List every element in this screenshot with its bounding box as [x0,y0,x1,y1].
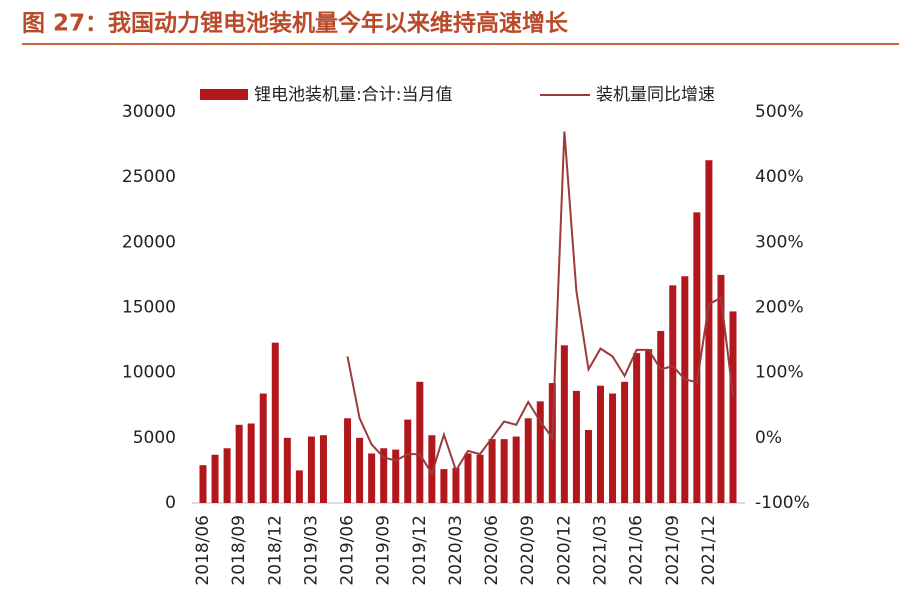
bar [368,453,376,503]
bar [428,435,436,503]
y-tick-label: 20000 [122,232,176,252]
x-tick-label: 2019/12 [410,515,430,586]
bar [657,330,665,503]
x-tick-label: 2019/06 [338,515,358,586]
bar [560,345,568,503]
x-tick-label: 2021/09 [663,515,683,586]
bar [512,436,520,503]
bar [681,276,689,503]
bar [609,393,617,503]
bar [283,437,291,503]
x-tick-label: 2020/09 [518,515,538,586]
bar [295,470,303,503]
bar [211,454,219,503]
bar [356,437,364,503]
x-tick-label: 2019/09 [374,515,394,586]
y-tick-label: 5000 [133,428,176,448]
bar [548,383,556,503]
bar [247,423,255,503]
x-tick-label: 2018/06 [193,515,213,586]
bar [271,342,279,503]
bar [705,160,713,503]
bar [693,212,701,503]
bar [392,449,400,503]
bar [223,448,231,503]
bar [645,349,653,503]
y-tick-label: 10000 [122,363,176,383]
bar [464,453,472,503]
bar [633,353,641,503]
bar [621,381,629,503]
bar [452,467,460,503]
bar [536,401,544,503]
x-tick-label: 2020/12 [554,515,574,586]
bar [488,439,496,503]
y2-tick-label: 0% [755,428,782,448]
bar [500,439,508,503]
y2-tick-label: 400% [755,167,804,187]
x-tick-label: 2021/03 [591,515,611,586]
bar [440,469,448,503]
bar [524,418,532,503]
x-tick-label: 2021/12 [699,515,719,586]
y2-tick-label: -100% [755,493,810,513]
bar [416,381,424,503]
y2-tick-label: 100% [755,363,804,383]
legend-label: 装机量同比增速 [596,85,715,105]
y2-tick-label: 300% [755,232,804,252]
x-tick-label: 2020/03 [446,515,466,586]
x-tick-label: 2018/12 [265,515,285,586]
bar [235,424,243,503]
x-tick-label: 2019/03 [301,515,321,586]
x-tick-label: 2018/09 [229,515,249,586]
bar [404,419,412,503]
bar [259,393,267,503]
x-tick-label: 2020/06 [482,515,502,586]
bar [344,418,352,503]
y-tick-label: 30000 [122,102,176,122]
y2-tick-label: 500% [755,102,804,122]
bar [584,430,592,503]
bar [717,274,725,503]
bar [476,454,484,503]
bar [729,311,737,503]
legend-label: 锂电池装机量:合计:当月值 [254,85,452,105]
bar [199,465,207,503]
chart-title: 图 27：我国动力锂电池装机量今年以来维持高速增长 [22,10,569,37]
x-tick-label: 2021/06 [627,515,647,586]
line [346,131,734,477]
y-tick-label: 25000 [122,167,176,187]
y-tick-label: 15000 [122,298,176,318]
bar [669,285,677,503]
bar [319,435,327,503]
bar [597,385,604,503]
bar [572,390,580,503]
y-tick-label: 0 [165,493,176,513]
bar [380,448,388,503]
y2-tick-label: 200% [755,298,804,318]
legend-swatch [200,89,248,100]
bar [307,436,315,503]
